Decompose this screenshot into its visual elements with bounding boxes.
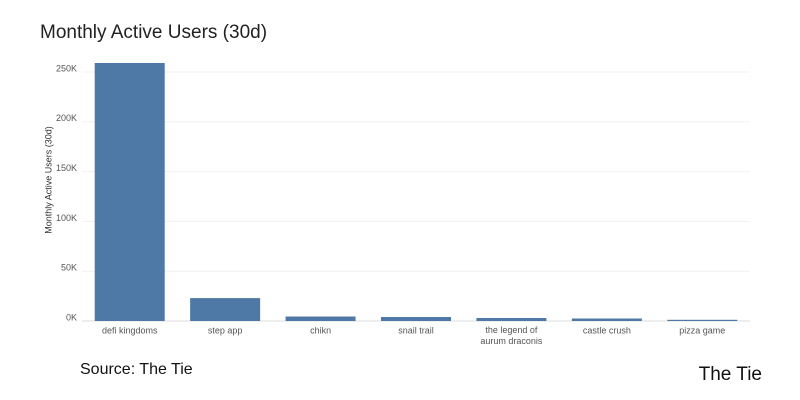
y-tick-label: 200K xyxy=(56,113,77,123)
y-axis-label: Monthly Active Users (30d) xyxy=(43,126,53,234)
bar xyxy=(285,316,356,321)
x-tick-label: the legend of aurum draconis xyxy=(480,325,543,346)
y-tick-label: 50K xyxy=(61,263,77,273)
bar xyxy=(94,62,165,321)
bar xyxy=(190,298,261,321)
bar xyxy=(667,319,738,321)
x-tick-label: castle crush xyxy=(583,325,631,335)
y-tick-label: 0K xyxy=(66,312,77,322)
y-tick-label: 100K xyxy=(56,213,77,223)
bar xyxy=(476,318,547,321)
x-tick-label: step app xyxy=(208,325,243,335)
logo: The Tie xyxy=(699,364,762,385)
y-tick-label: 150K xyxy=(56,163,77,173)
bar xyxy=(571,318,642,321)
x-tick-label: chikn xyxy=(310,325,331,335)
x-tick-label: pizza game xyxy=(679,325,725,335)
x-tick-label: defi kingdoms xyxy=(102,325,158,335)
chart-title: Monthly Active Users (30d) xyxy=(40,22,267,43)
source: Source: The Tie xyxy=(80,361,193,378)
y-tick-label: 250K xyxy=(56,63,77,73)
x-tick-label: snail trail xyxy=(398,325,434,335)
bar xyxy=(381,317,451,321)
